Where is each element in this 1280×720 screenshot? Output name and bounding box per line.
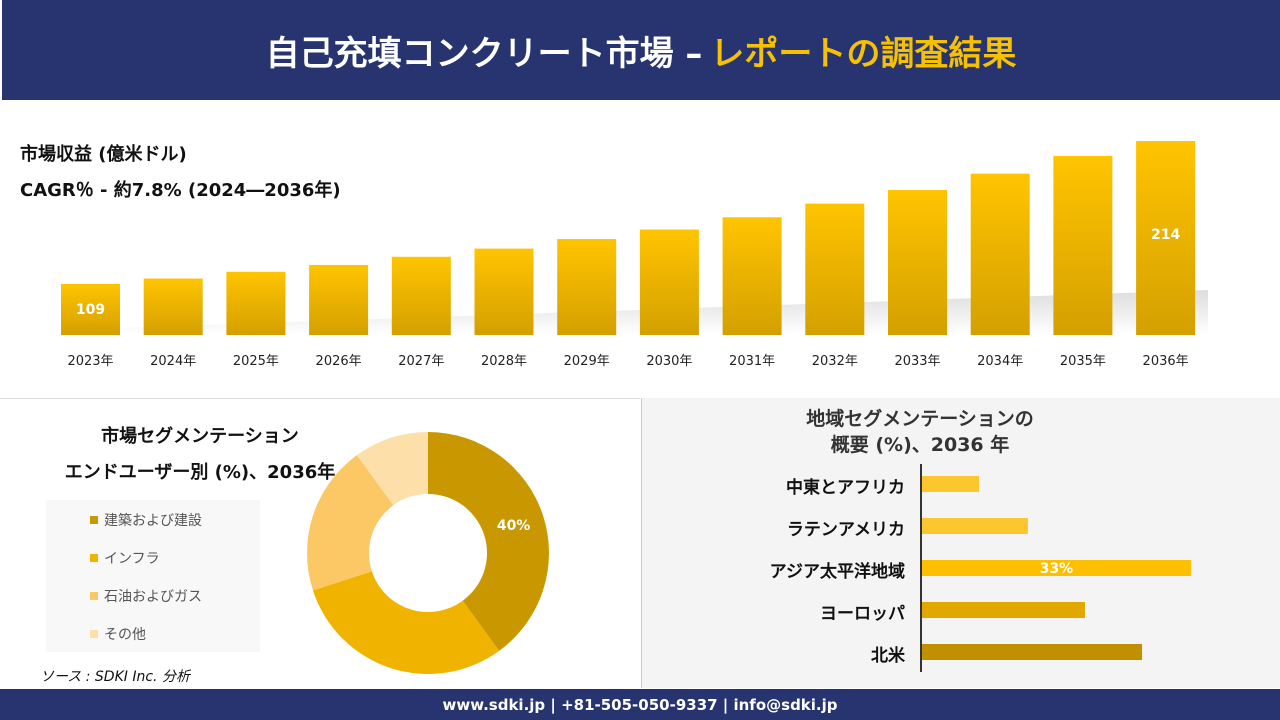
region-chart-title: 地域セグメンテーションの xyxy=(806,408,1034,430)
region-bar-3 xyxy=(922,602,1085,618)
end-user-legend: 建築および建設 インフラ 石油およびガス その他 xyxy=(46,500,260,652)
region-bar-2 xyxy=(922,560,1191,576)
page-header: 自己充填コンクリート市場 – レポートの調査結果 xyxy=(2,0,1280,100)
x-tick-label: 2027年 xyxy=(398,354,444,369)
end-user-chart-title: 市場セグメンテーション xyxy=(101,426,299,447)
x-tick-label: 2028年 xyxy=(481,354,527,369)
bar-2032年 xyxy=(805,203,865,335)
region-bar-0 xyxy=(922,476,980,492)
legend-swatch xyxy=(90,516,98,524)
donut-slice-0 xyxy=(428,432,549,651)
donut-slice-3 xyxy=(356,432,428,506)
bar-2027年 xyxy=(391,256,451,335)
x-tick-label: 2031年 xyxy=(729,354,775,369)
legend-label: その他 xyxy=(104,627,146,643)
donut-slice-2 xyxy=(306,455,394,591)
legend-label: 石油およびガス xyxy=(104,589,202,605)
bar-2036年 xyxy=(1136,141,1196,335)
footer-contact: www.sdki.jp | +81-505-050-9337 | info@sd… xyxy=(0,689,1280,720)
source-note: ソース : SDKI Inc. 分析 xyxy=(40,669,190,685)
legend-label: 建築および建設 xyxy=(104,513,202,529)
legend-item: 建築および建設 xyxy=(90,510,202,530)
x-tick-label: 2036年 xyxy=(1143,354,1189,369)
region-label: 北米 xyxy=(871,646,905,666)
legend-item: 石油およびガス xyxy=(90,586,202,606)
bar-2035年 xyxy=(1053,155,1113,335)
region-label: ヨーロッパ xyxy=(820,604,905,624)
data-label: 214 xyxy=(1151,227,1180,243)
region-label: アジア太平洋地域 xyxy=(769,562,905,582)
bar-2028年 xyxy=(474,248,534,335)
donut-slice-1 xyxy=(312,571,500,674)
legend-swatch xyxy=(90,554,98,562)
x-tick-label: 2030年 xyxy=(646,354,692,369)
region-bar-1 xyxy=(922,518,1028,534)
revenue-chart-title: 市場収益 (億米ドル) xyxy=(20,144,187,165)
end-user-chart-subtitle: エンドユーザー別 (%)、2036年 xyxy=(64,462,336,483)
page-title: 自己充填コンクリート市場 – xyxy=(265,33,703,74)
legend-label: インフラ xyxy=(104,551,160,567)
x-tick-label: 2034年 xyxy=(977,354,1023,369)
region-panel xyxy=(641,398,1280,688)
bar-2030年 xyxy=(639,229,699,335)
region-label: ラテンアメリカ xyxy=(786,520,905,540)
x-tick-label: 2023年 xyxy=(67,354,113,369)
x-tick-label: 2029年 xyxy=(564,354,610,369)
x-tick-label: 2033年 xyxy=(894,354,940,369)
x-tick-label: 2032年 xyxy=(812,354,858,369)
legend-swatch xyxy=(90,592,98,600)
x-tick-label: 2026年 xyxy=(316,354,362,369)
bar-2033年 xyxy=(888,190,947,335)
region-label: 中東とアフリカ xyxy=(786,478,905,498)
end-user-donut-chart: 40% xyxy=(306,432,549,674)
region-data-label: 33% xyxy=(1040,561,1074,577)
x-tick-label: 2025年 xyxy=(233,354,279,369)
bar-2024年 xyxy=(143,278,203,335)
legend-item: その他 xyxy=(90,624,146,644)
bar-2031年 xyxy=(722,217,782,335)
x-tick-label: 2035年 xyxy=(1060,354,1106,369)
page-title-accent: レポートの調査結果 xyxy=(710,33,1017,74)
revenue-chart-cagr: CAGR％ - 約7.8% (2024―2036年) xyxy=(20,180,341,201)
bar-2034年 xyxy=(970,173,1030,335)
revenue-bar-chart: 2023年 109 2024年 2025年 2026年 2027年 2028年 2029年 20… xyxy=(61,141,1208,369)
x-tick-label: 2024年 xyxy=(150,354,196,369)
data-label: 109 xyxy=(76,302,105,318)
region-chart-subtitle: 概要 (%)、2036 年 xyxy=(830,434,1010,456)
bar-2029年 xyxy=(557,239,617,335)
bar-2025年 xyxy=(226,271,286,335)
donut-data-label: 40% xyxy=(497,518,531,534)
bar-2026年 xyxy=(309,264,369,335)
bar-2023年 xyxy=(61,284,120,335)
legend-item: インフラ xyxy=(90,548,160,568)
legend-swatch xyxy=(90,630,98,638)
region-bar-4 xyxy=(922,644,1143,660)
